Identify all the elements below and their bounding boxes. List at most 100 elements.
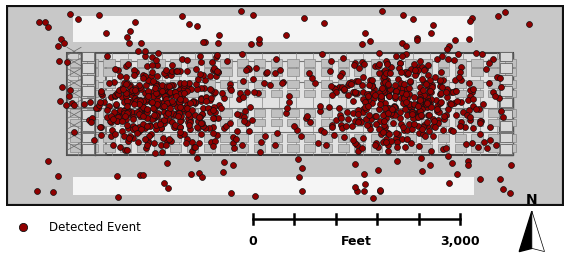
Point — [153, 102, 162, 106]
Point — [167, 111, 176, 115]
Point — [125, 100, 134, 104]
Point — [452, 99, 461, 103]
Bar — [472, 118, 482, 126]
Point — [381, 86, 390, 90]
Point — [375, 62, 384, 66]
Bar — [87, 109, 98, 117]
Point — [385, 105, 394, 109]
Point — [412, 36, 421, 40]
Bar — [237, 80, 248, 88]
Point — [350, 90, 359, 94]
Point — [319, 21, 328, 25]
Bar — [204, 109, 215, 117]
Bar — [304, 89, 315, 97]
Point — [122, 104, 132, 108]
Point — [375, 51, 384, 55]
Point — [102, 31, 111, 35]
Point — [120, 108, 129, 112]
Point — [349, 99, 358, 103]
Point — [112, 119, 121, 123]
Point — [505, 191, 515, 196]
Point — [175, 111, 184, 115]
Point — [236, 91, 245, 95]
Point — [414, 103, 423, 107]
Point — [361, 107, 370, 111]
Point — [151, 103, 160, 107]
Bar — [500, 75, 512, 84]
Point — [469, 97, 478, 101]
Point — [173, 99, 182, 104]
Point — [147, 100, 156, 104]
Point — [129, 102, 139, 106]
Point — [163, 111, 172, 115]
Point — [247, 42, 256, 46]
Point — [438, 146, 447, 151]
Bar — [271, 59, 282, 67]
Point — [329, 86, 339, 90]
Point — [383, 70, 392, 74]
Point — [171, 113, 181, 117]
Bar — [438, 59, 449, 67]
Point — [301, 116, 310, 120]
Point — [427, 149, 436, 153]
Point — [175, 100, 185, 104]
Point — [140, 136, 150, 141]
Point — [427, 83, 436, 87]
Point — [358, 60, 367, 64]
Bar — [405, 118, 416, 126]
Bar — [87, 68, 98, 76]
Point — [336, 113, 345, 117]
Point — [426, 89, 435, 93]
Point — [298, 166, 307, 170]
Bar — [354, 134, 366, 142]
Point — [328, 125, 337, 129]
Point — [376, 94, 385, 98]
Point — [401, 94, 411, 98]
Point — [437, 70, 446, 75]
Point — [415, 100, 424, 104]
Point — [474, 145, 483, 149]
Point — [212, 69, 221, 73]
Point — [350, 119, 359, 123]
Point — [143, 89, 152, 93]
Point — [356, 120, 366, 124]
Point — [439, 114, 448, 118]
Point — [524, 22, 533, 26]
Point — [168, 69, 177, 73]
Point — [87, 116, 96, 120]
Point — [114, 68, 123, 72]
Point — [416, 113, 426, 117]
Point — [182, 141, 191, 145]
Point — [225, 86, 235, 90]
Point — [420, 80, 429, 84]
Point — [413, 111, 422, 115]
Point — [131, 86, 140, 90]
Point — [197, 96, 206, 100]
Point — [239, 115, 248, 119]
Bar — [472, 144, 482, 152]
Point — [361, 99, 370, 103]
Bar — [405, 109, 416, 117]
Point — [378, 76, 387, 80]
Point — [205, 98, 214, 102]
Point — [124, 110, 133, 114]
Point — [190, 100, 200, 105]
Point — [408, 112, 417, 116]
Point — [171, 94, 181, 98]
Point — [371, 114, 381, 118]
Point — [384, 108, 393, 112]
Bar — [70, 68, 81, 76]
Point — [454, 52, 463, 56]
Bar — [70, 109, 81, 117]
Point — [366, 78, 375, 82]
Point — [402, 137, 411, 141]
Point — [185, 114, 194, 118]
Point — [405, 102, 414, 106]
Point — [450, 38, 459, 42]
Point — [158, 84, 167, 88]
Bar — [120, 109, 131, 117]
Point — [127, 88, 136, 92]
Point — [172, 111, 181, 115]
Point — [104, 81, 113, 85]
Point — [174, 109, 183, 114]
